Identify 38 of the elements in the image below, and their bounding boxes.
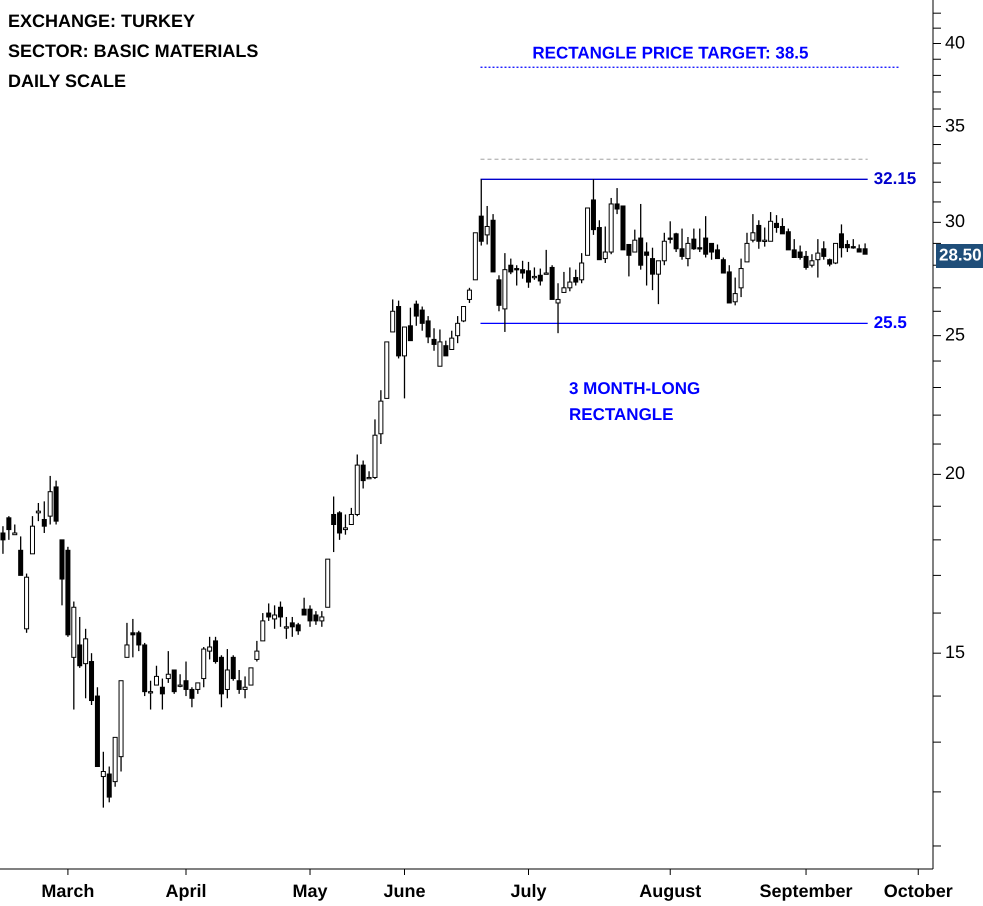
candlestick [254, 640, 260, 662]
y-tick-label: 40 [945, 32, 966, 52]
candlestick [160, 678, 165, 710]
text: 28.50 [939, 245, 982, 264]
candlestick [461, 306, 466, 323]
y-tick-label: 20 [945, 463, 966, 484]
ref-line-label: RECTANGLE PRICE TARGET: 38.5 [532, 43, 808, 62]
ref-line-label: 32.15 [874, 168, 916, 188]
candlestick [466, 287, 472, 304]
x-tick-label: May [292, 881, 328, 901]
candlestick [124, 622, 130, 658]
annotation: DAILY SCALE [8, 71, 126, 91]
y-tick-label: 25 [945, 324, 966, 344]
x-tick-label: June [383, 881, 426, 901]
y-tick-label: 35 [945, 115, 966, 136]
candlestick [6, 515, 12, 541]
candlestick [738, 258, 744, 298]
candlestick [260, 612, 266, 642]
x-tick-label: March [41, 881, 94, 901]
y-tick-label: 30 [945, 211, 966, 232]
ref-line-label: 25.5 [874, 312, 907, 332]
x-tick-label: April [166, 881, 207, 901]
text: EXCHANGE: TURKEY [8, 11, 196, 31]
text: SECTOR: BASIC MATERIALS [8, 41, 258, 61]
candlestick [248, 667, 254, 686]
candlestick [744, 232, 750, 263]
candlestick [42, 500, 47, 534]
y-tick-label: 15 [945, 642, 966, 662]
x-tick-label: August [639, 881, 702, 901]
candlestick [12, 524, 18, 536]
candlestick [154, 665, 159, 686]
x-tick-label: October [884, 881, 953, 901]
x-tick-label: September [760, 881, 853, 901]
candlestick [455, 315, 460, 344]
candlestick [0, 526, 6, 554]
x-tick-label: July [510, 881, 547, 901]
annotation: 3 MONTH-LONG RECTANGLE [569, 379, 700, 424]
candlestick [36, 502, 41, 522]
